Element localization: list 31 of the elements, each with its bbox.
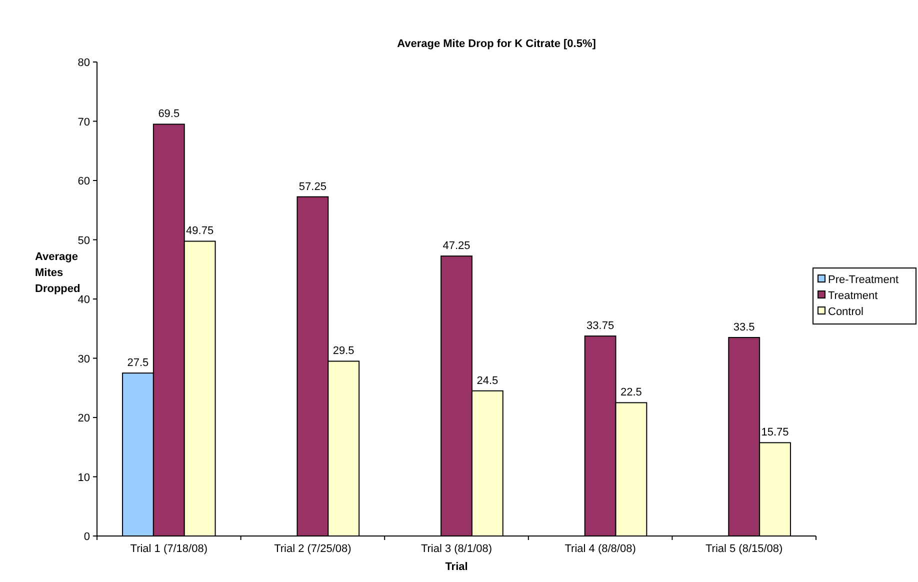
x-tick-label: Trial 5 (8/15/08) — [705, 543, 783, 555]
legend-label: Pre-Treatment — [828, 274, 899, 286]
x-axis-title: Trial — [445, 561, 468, 573]
data-label: 69.5 — [158, 108, 180, 120]
data-label: 49.75 — [186, 225, 214, 238]
y-tick-label: 30 — [78, 353, 90, 366]
data-label: 15.75 — [761, 426, 789, 439]
y-tick-label: 50 — [78, 234, 90, 247]
y-tick-label: 10 — [78, 472, 90, 484]
x-tick-label: Trial 4 (8/8/08) — [564, 543, 636, 555]
y-axis-title: Average Mites Dropped — [35, 251, 80, 295]
legend-label: Treatment — [828, 290, 878, 302]
y-tick-label: 0 — [84, 531, 90, 543]
y-tick-label: 20 — [78, 412, 90, 424]
data-label: 33.5 — [733, 322, 755, 334]
x-tick-label: Trial 3 (8/1/08) — [420, 543, 492, 555]
data-label: 57.25 — [298, 180, 326, 193]
chart-title: Average Mite Drop for K Citrate [0.5%] — [397, 38, 596, 50]
y-tick-label: 40 — [78, 294, 90, 306]
x-tick-label: Trial 2 (7/25/08) — [274, 543, 352, 555]
data-label: 47.25 — [442, 240, 470, 252]
y-tick-label: 80 — [78, 57, 90, 69]
y-tick-label: 70 — [78, 116, 90, 128]
data-label: 33.75 — [586, 320, 614, 332]
data-label: 29.5 — [332, 345, 354, 358]
data-label: 22.5 — [620, 386, 642, 399]
x-tick-label: Trial 1 (7/18/08) — [130, 543, 208, 555]
y-tick-label: 60 — [78, 176, 90, 188]
data-label: 27.5 — [127, 357, 149, 370]
data-label: 24.5 — [476, 374, 498, 387]
legend-label: Control — [828, 306, 864, 318]
